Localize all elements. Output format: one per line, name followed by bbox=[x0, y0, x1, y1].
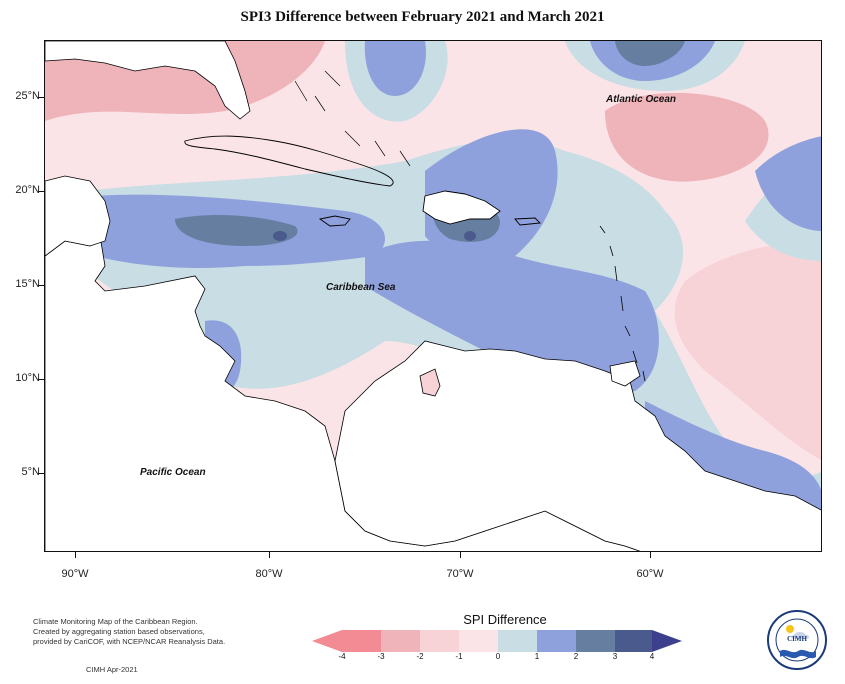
dry-region-far-east bbox=[674, 243, 821, 460]
cloud-icon bbox=[791, 632, 809, 639]
map-title: SPI3 Difference between February 2021 an… bbox=[240, 9, 605, 25]
lon-label-90w: 90°W bbox=[61, 568, 89, 580]
legend-swatch-9 bbox=[652, 630, 682, 652]
lat-label-15n: 15°N bbox=[15, 278, 40, 290]
legend-swatch-6 bbox=[537, 630, 576, 652]
lat-tick bbox=[38, 97, 44, 98]
legend-swatch-8 bbox=[615, 630, 652, 652]
lat-label-25n: 25°N bbox=[15, 90, 40, 102]
lat-tick bbox=[38, 191, 44, 192]
lat-tick bbox=[38, 473, 44, 474]
legend-tick: 2 bbox=[573, 652, 579, 661]
lon-label-70w: 70°W bbox=[446, 568, 474, 580]
dry-region-north-atlantic bbox=[605, 92, 769, 182]
island-cuba bbox=[184, 135, 394, 187]
land-yucatan bbox=[45, 175, 111, 257]
logo-text: CIMH bbox=[787, 635, 807, 643]
legend-swatch-4 bbox=[459, 630, 498, 652]
legend-tick: -3 bbox=[377, 652, 385, 661]
lat-label-5n: 5°N bbox=[21, 466, 40, 478]
legend-swatch-1 bbox=[342, 630, 381, 652]
legend-swatch-3 bbox=[420, 630, 459, 652]
lon-tick bbox=[269, 552, 270, 558]
island-jamaica bbox=[318, 215, 351, 227]
footer-line-3: provided by CariCOF, with NCEP/NCAR Rean… bbox=[33, 637, 226, 646]
legend-tick: -2 bbox=[416, 652, 424, 661]
sun-icon bbox=[786, 625, 794, 633]
legend-colorbar bbox=[312, 630, 682, 652]
lon-label-60w: 60°W bbox=[636, 568, 664, 580]
island-trinidad bbox=[609, 360, 641, 387]
legend-swatch-7 bbox=[576, 630, 615, 652]
wet-dark-region-jamaica bbox=[175, 215, 298, 246]
wet-mid-region-caribbean-east bbox=[365, 240, 659, 394]
island-hispaniola bbox=[422, 190, 501, 225]
cimh-logo bbox=[767, 610, 827, 670]
land-south-america bbox=[334, 340, 821, 551]
wet-darkest-spot-west bbox=[273, 231, 287, 241]
atlantic-ocean-label: Atlantic Ocean bbox=[606, 94, 677, 105]
wet-mid-region-bahamas bbox=[364, 41, 426, 96]
lon-label-80w: 80°W bbox=[255, 568, 283, 580]
pacific-ocean-label: Pacific Ocean bbox=[140, 467, 206, 478]
footer-line-1: Climate Monitoring Map of the Caribbean … bbox=[33, 617, 198, 626]
lat-tick bbox=[38, 285, 44, 286]
island-lesser-antilles bbox=[599, 225, 646, 382]
footer-credit: CIMH Apr-2021 bbox=[86, 665, 138, 674]
wet-dark-region-ne bbox=[615, 41, 685, 66]
spi-map bbox=[45, 41, 821, 551]
legend-tick: 1 bbox=[534, 652, 540, 661]
legend-swatch-2 bbox=[381, 630, 420, 652]
wave-icon bbox=[780, 649, 816, 659]
lon-tick bbox=[460, 552, 461, 558]
lat-label-20n: 20°N bbox=[15, 184, 40, 196]
legend-tick: -1 bbox=[455, 652, 463, 661]
legend-tick: -4 bbox=[338, 652, 346, 661]
island-puerto-rico bbox=[514, 217, 541, 226]
lon-tick bbox=[75, 552, 76, 558]
map-panel bbox=[44, 40, 822, 552]
legend-swatch-5 bbox=[498, 630, 537, 652]
island-bahamas bbox=[294, 70, 411, 167]
lat-label-10n: 10°N bbox=[15, 372, 40, 384]
legend-tick: 3 bbox=[612, 652, 618, 661]
footer-line-2: Created by aggregating station based obs… bbox=[33, 627, 205, 636]
legend-tick: 4 bbox=[649, 652, 655, 661]
land-florida bbox=[45, 41, 251, 120]
lat-tick bbox=[38, 379, 44, 380]
legend-swatch-0 bbox=[312, 630, 342, 652]
wet-darkest-spot-central bbox=[464, 231, 476, 241]
lake-maracaibo bbox=[419, 368, 441, 397]
caribbean-sea-label: Caribbean Sea bbox=[326, 282, 396, 293]
lon-tick bbox=[650, 552, 651, 558]
wet-mid-region-east bbox=[755, 136, 821, 231]
legend-tick: 0 bbox=[495, 652, 501, 661]
legend-title: SPI Difference bbox=[463, 612, 547, 627]
